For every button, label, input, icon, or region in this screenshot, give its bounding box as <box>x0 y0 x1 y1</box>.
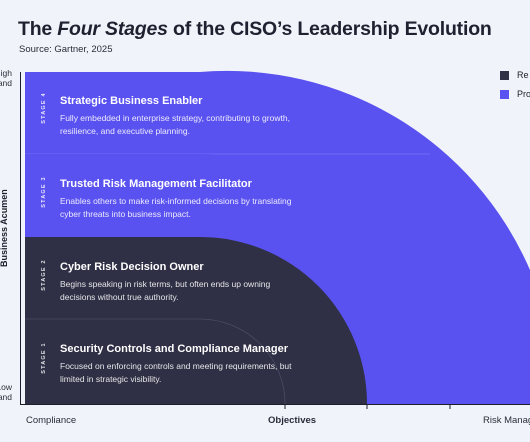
title-prefix: The <box>18 18 58 40</box>
legend-label-reactive: Re <box>517 70 529 80</box>
stage-1-outline <box>25 318 286 405</box>
stage-2-description: Begins speaking in risk terms, but often… <box>60 279 271 302</box>
y-axis-title: Business Acumen <box>0 189 9 267</box>
stage-4-title: Strategic Business Enabler <box>60 95 203 107</box>
source-note: Source: Gartner, 2025 <box>19 44 113 55</box>
legend-swatch-proactive <box>500 89 509 99</box>
x-axis-title: Objectives <box>268 415 317 426</box>
stage-2-title: Cyber Risk Decision Owner <box>60 261 204 273</box>
stage-3-description: Enables others to make risk-informed dec… <box>60 196 292 219</box>
stage-3-tag: STAGE 3 <box>41 176 47 208</box>
stage-1-title: Security Controls and Compliance Manager <box>60 343 288 355</box>
page-title: The Four Stages of the CISO’s Leadership… <box>18 18 492 41</box>
title-emphasis: Four Stages <box>57 18 168 40</box>
legend-swatch-reactive <box>500 70 509 80</box>
x-axis-right-label: Risk Manag <box>483 415 530 426</box>
stage-4-tag: STAGE 4 <box>41 92 47 124</box>
x-axis-left-label: Compliance <box>26 415 77 426</box>
stage-4-description: Fully embedded in enterprise strategy, c… <box>60 113 290 136</box>
legend-label-proactive: Pro <box>517 89 530 99</box>
title-suffix: of the CISO’s Leadership Evolution <box>167 18 492 40</box>
stage-2-tag: STAGE 2 <box>41 259 47 291</box>
stage-1-region <box>25 319 285 404</box>
legend-item-proactive: Pro <box>500 89 530 99</box>
legend-item-reactive: Re <box>500 70 529 80</box>
stage-1-tag: STAGE 1 <box>41 342 47 374</box>
stage-1-description: Focused on enforcing controls and meetin… <box>60 361 292 384</box>
y-axis-low-label: Low and <box>0 382 12 402</box>
stage-3-title: Trusted Risk Management Facilitator <box>60 178 252 190</box>
y-axis-high-label: High and <box>0 68 12 88</box>
